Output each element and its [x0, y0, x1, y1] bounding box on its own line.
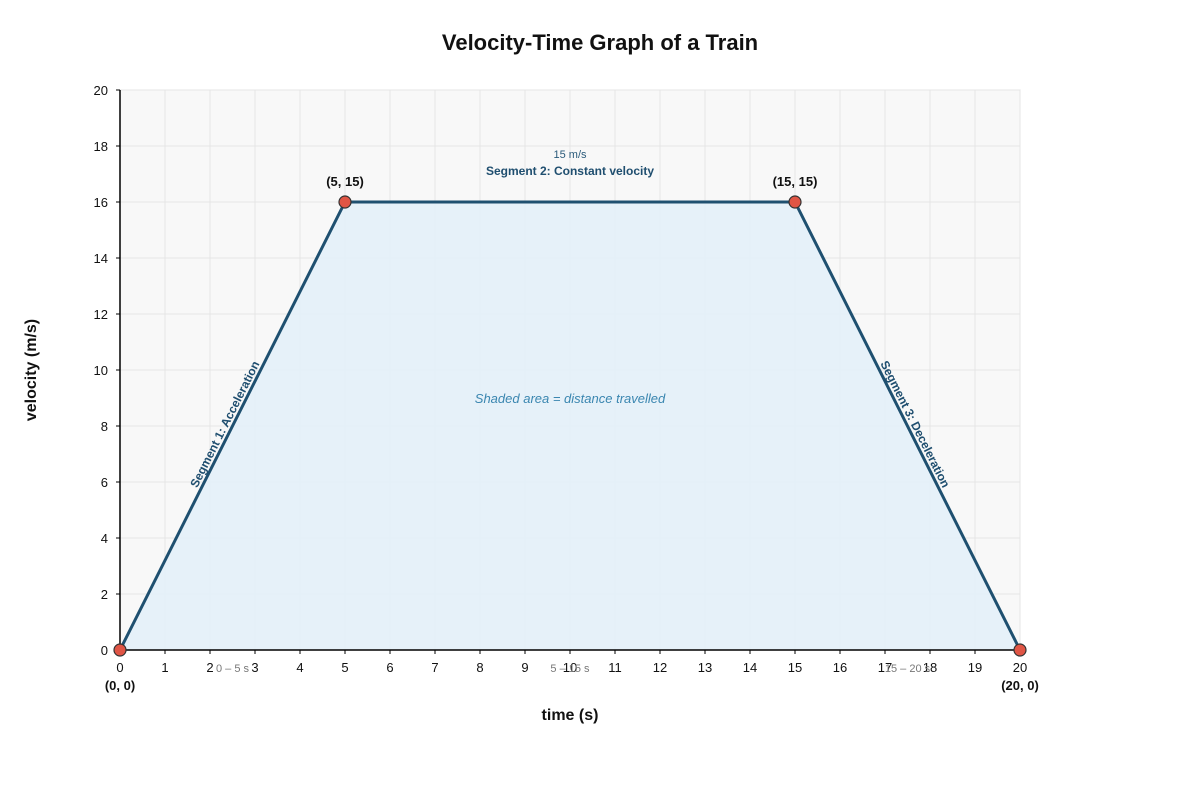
y-tick-label: 10: [94, 363, 108, 378]
y-tick-label: 8: [101, 419, 108, 434]
velocity-line: [118, 200, 1022, 651]
data-point-label: (0, 0): [105, 678, 135, 693]
segment-interval-label: 5 – 15 s: [550, 663, 590, 675]
y-axis-title: velocity (m/s): [23, 319, 40, 421]
data-point: [113, 643, 127, 657]
segment-interval-label: 15 – 20 s: [885, 663, 931, 675]
data-point: [788, 195, 802, 209]
segment-2-value-note: 15 m/s: [553, 149, 587, 161]
chart-title: Velocity-Time Graph of a Train: [442, 30, 758, 55]
x-tick-label: 20: [1013, 660, 1027, 675]
x-tick-label: 16: [833, 660, 847, 675]
segment-2-label: Segment 2: Constant velocity: [486, 164, 654, 178]
x-tick-label: 3: [251, 660, 258, 675]
x-tick-label: 11: [608, 660, 622, 675]
x-tick-label: 7: [431, 660, 438, 675]
x-tick-label: 18: [923, 660, 937, 675]
data-point: [1013, 643, 1027, 657]
x-axis-title: time (s): [542, 707, 599, 724]
data-point-label: (20, 0): [1001, 678, 1039, 693]
data-points: (0, 0) (5, 15) (15, 15) (20, 0): [105, 174, 1039, 693]
x-tick-label: 15: [788, 660, 802, 675]
tick-labels: 0 1 2 3 4 5 6 7 8 9 10 11 12 13 14 15 16 17 18 19 2002468101…: [94, 83, 1028, 675]
y-tick-label: 18: [94, 139, 108, 154]
y-tick-label: 6: [101, 475, 108, 490]
segment-interval-label: 0 – 5 s: [216, 663, 250, 675]
x-tick-label: 6: [386, 660, 393, 675]
x-tick-label: 5: [341, 660, 348, 675]
data-point-label: (5, 15): [326, 174, 364, 189]
x-tick-label: 12: [653, 660, 667, 675]
area-annotation: Shaded area = distance travelled: [475, 391, 666, 406]
x-tick-label: 0: [116, 660, 123, 675]
axes: [116, 89, 1021, 654]
y-tick-label: 4: [101, 531, 108, 546]
data-point: [338, 195, 352, 209]
y-tick-label: 16: [94, 195, 108, 210]
distance-area: [120, 202, 1020, 650]
y-tick-label: 14: [94, 251, 108, 266]
x-tick-label: 8: [476, 660, 483, 675]
y-tick-label: 20: [94, 83, 108, 98]
x-tick-label: 17: [878, 660, 892, 675]
x-tick-label: 1: [161, 660, 168, 675]
x-tick-label: 9: [521, 660, 528, 675]
x-tick-label: 14: [743, 660, 757, 675]
x-tick-label: 4: [296, 660, 303, 675]
y-tick-label: 0: [101, 643, 108, 658]
x-tick-label: 19: [968, 660, 982, 675]
x-tick-label: 13: [698, 660, 712, 675]
data-point-label: (15, 15): [773, 174, 818, 189]
x-tick-label: 10: [563, 660, 577, 675]
x-tick-label: 2: [206, 660, 213, 675]
y-tick-label: 2: [101, 587, 108, 602]
y-tick-label: 12: [94, 307, 108, 322]
